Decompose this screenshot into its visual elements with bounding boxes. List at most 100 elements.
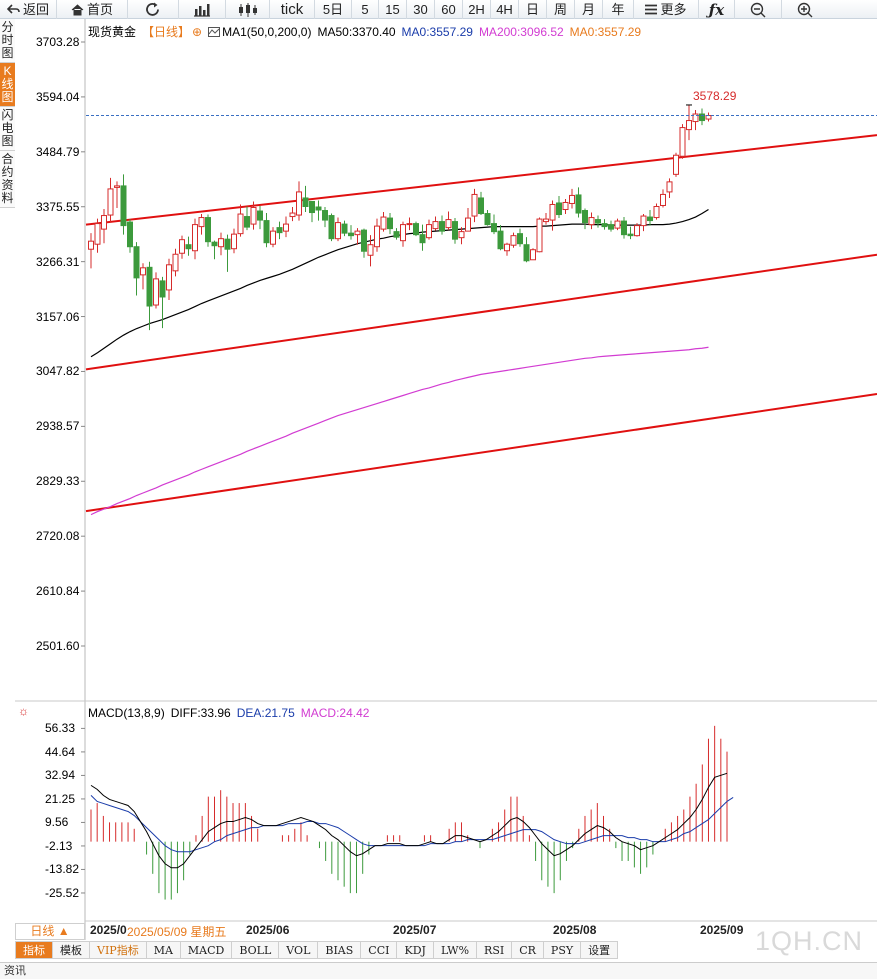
- home-button[interactable]: 首页: [57, 0, 128, 19]
- chart-canvas[interactable]: 3578.29: [0, 0, 877, 940]
- back-label: 返回: [22, 1, 49, 17]
- price-tick: 3157.06: [36, 309, 80, 324]
- kline-chart-button[interactable]: [179, 0, 226, 19]
- candle-body: [484, 213, 491, 226]
- tab-rsi[interactable]: RSI: [477, 941, 513, 959]
- candle-body: [653, 206, 660, 219]
- period-label: 日: [525, 1, 539, 17]
- candle-body: [543, 218, 549, 223]
- ma50-label: MA50:3370.40: [317, 25, 396, 39]
- tab-lw[interactable]: LW%: [433, 941, 478, 959]
- candle-body: [302, 197, 309, 208]
- period-week[interactable]: 周: [547, 0, 575, 19]
- instrument-name: 现货黄金: [88, 25, 137, 39]
- candle-body: [328, 215, 335, 240]
- candle-body: [159, 280, 166, 298]
- candle-body: [562, 201, 569, 211]
- ma1-label: MA1(50,0,200,0): [222, 25, 312, 39]
- tab-boll[interactable]: BOLL: [232, 941, 280, 959]
- candlestick-button[interactable]: [226, 0, 270, 19]
- tab-ma[interactable]: MA: [146, 941, 181, 959]
- candle-body: [445, 219, 452, 229]
- refresh-button[interactable]: [128, 0, 179, 19]
- period-label: 5日: [322, 1, 344, 17]
- ma200-line: [90, 346, 709, 516]
- macd-settings-icon[interactable]: ☼: [18, 704, 29, 718]
- tab-intraday[interactable]: 分时图: [0, 19, 15, 63]
- tab-cci[interactable]: CCI: [361, 941, 398, 959]
- back-button[interactable]: 返回: [0, 0, 57, 19]
- period-month[interactable]: 月: [575, 0, 603, 19]
- candle-body: [582, 210, 588, 224]
- period-label: 15: [385, 1, 400, 17]
- candle-body: [517, 233, 523, 245]
- macd-legend: MACD(13,8,9) DIFF:33.96 DEA:21.75 MACD:24.4…: [88, 706, 375, 720]
- candle-body: [335, 222, 341, 240]
- period-60[interactable]: 60: [435, 0, 463, 19]
- candle-body: [114, 185, 120, 188]
- candle-body: [660, 193, 666, 206]
- tab-macd[interactable]: MACD: [180, 941, 233, 959]
- candle-body: [153, 278, 159, 306]
- period-day[interactable]: 日: [519, 0, 547, 19]
- period-5day[interactable]: 5日: [315, 0, 352, 19]
- candle-body: [270, 230, 276, 245]
- candle-body: [166, 264, 172, 291]
- more-button[interactable]: 更多: [634, 0, 699, 19]
- tab-flash[interactable]: 闪电图: [0, 107, 15, 151]
- tab-settings[interactable]: 设置: [581, 941, 619, 959]
- price-tick: 3594.04: [36, 89, 80, 104]
- tick-button[interactable]: tick: [270, 0, 315, 19]
- trend-channel-line: [85, 134, 877, 226]
- period-label: 周: [553, 1, 567, 17]
- candle-body: [465, 217, 471, 232]
- candle-body: [556, 202, 562, 216]
- tab-cr[interactable]: CR: [512, 941, 544, 959]
- period-label: 30: [413, 1, 428, 17]
- period-year[interactable]: 年: [603, 0, 634, 19]
- side-tabs: 分时图 K线图 闪电图 合约资料: [0, 19, 15, 229]
- ma-indicator-icon[interactable]: [208, 25, 221, 39]
- formula-button[interactable]: ƒx: [699, 0, 735, 19]
- candle-body: [647, 216, 653, 222]
- price-tick: 2938.57: [36, 419, 80, 434]
- period-label: 2H: [468, 1, 485, 17]
- candle-body: [588, 217, 595, 226]
- diff-label: DIFF:33.96: [170, 706, 231, 720]
- candle-body: [510, 235, 517, 246]
- candle-body: [387, 217, 393, 230]
- settings-icon[interactable]: ⊕: [192, 25, 203, 39]
- candle-body: [367, 244, 374, 256]
- candle-body: [218, 238, 224, 248]
- tab-vol[interactable]: VOL: [279, 941, 319, 959]
- zoom-in-button[interactable]: [782, 0, 827, 19]
- candle-body: [640, 215, 647, 227]
- tab-kdj[interactable]: KDJ: [397, 941, 434, 959]
- period-30[interactable]: 30: [407, 0, 435, 19]
- zoom-out-button[interactable]: [735, 0, 782, 19]
- period-15[interactable]: 15: [379, 0, 407, 19]
- price-tick: 3703.28: [36, 35, 80, 49]
- tab-bias[interactable]: BIAS: [318, 941, 362, 959]
- tab-template[interactable]: 模板: [53, 941, 90, 959]
- candle-body: [309, 200, 315, 214]
- macd-tick: 9.56: [45, 815, 69, 830]
- date-tooltip: 2025/05/09 星期五: [127, 925, 227, 939]
- tab-vip-indicator[interactable]: VIP指标: [90, 941, 147, 959]
- period-selector[interactable]: 日线 ▲: [15, 923, 85, 940]
- period-5[interactable]: 5: [352, 0, 379, 19]
- candle-body: [283, 223, 289, 232]
- period-tag[interactable]: 【日线】: [142, 25, 191, 39]
- tab-kline[interactable]: K线图: [0, 63, 15, 107]
- candle-body: [692, 113, 699, 123]
- ma0b-label: MA0:3557.29: [569, 25, 642, 39]
- tab-contract-info[interactable]: 合约资料: [0, 151, 15, 208]
- tab-indicator[interactable]: 指标: [15, 941, 53, 959]
- candle-body: [185, 244, 192, 250]
- info-strip[interactable]: 资讯: [0, 962, 877, 979]
- ma200-label: MA200:3096.52: [478, 25, 564, 39]
- period-4h[interactable]: 4H: [491, 0, 519, 19]
- period-2h[interactable]: 2H: [463, 0, 491, 19]
- tab-psy[interactable]: PSY: [543, 941, 582, 959]
- dea-label: DEA:21.75: [236, 706, 295, 720]
